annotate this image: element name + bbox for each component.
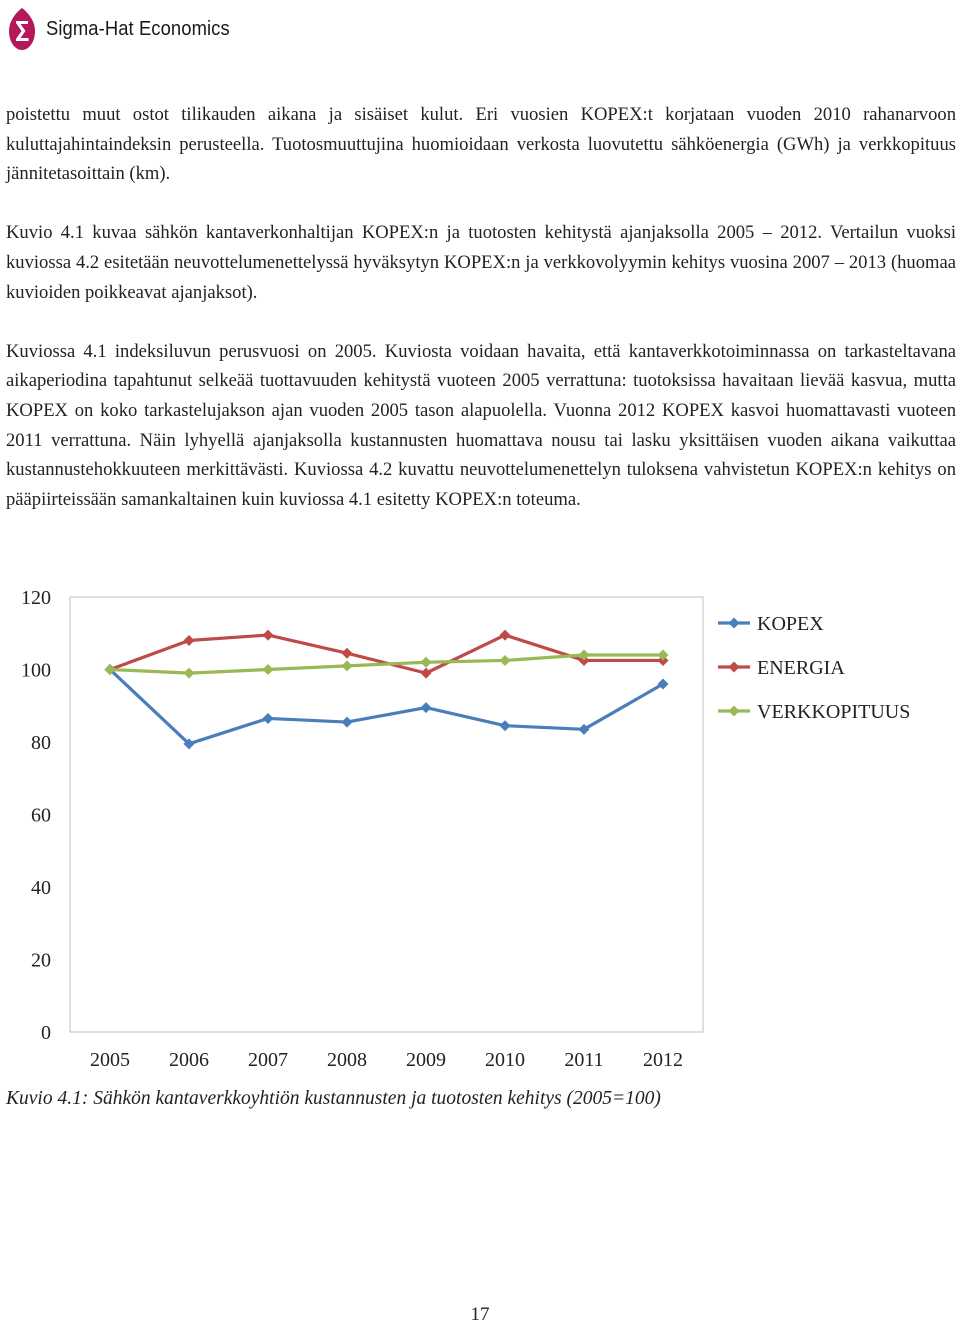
legend-item: VERKKOPITUUS: [718, 701, 910, 723]
data-point: [499, 654, 511, 666]
data-point: [183, 738, 195, 750]
y-tick-label: 100: [21, 660, 51, 682]
page-header: Sigma-Hat Economics: [6, 6, 246, 52]
brand-name: Sigma-Hat Economics: [46, 17, 230, 40]
plot-frame: [69, 596, 704, 1033]
legend-marker: [728, 661, 740, 673]
y-tick-label: 20: [31, 950, 51, 972]
series-layer: [104, 629, 669, 750]
y-tick-label: 80: [31, 732, 51, 754]
data-point: [262, 629, 274, 641]
data-point: [341, 647, 353, 659]
data-point: [104, 664, 116, 675]
legend-label: KOPEX: [757, 613, 824, 635]
x-tick-label: 2010: [485, 1049, 525, 1071]
x-tick-label: 2007: [248, 1049, 288, 1071]
series-line: [108, 668, 664, 746]
data-point: [578, 723, 590, 735]
sigma-logo-icon: [9, 8, 35, 50]
data-point: [657, 678, 669, 690]
x-tick-label: 2012: [643, 1049, 683, 1071]
legend-label: ENERGIA: [757, 657, 845, 679]
data-point: [420, 656, 432, 668]
y-axis: 0 20 40 60 80 100 120: [21, 587, 51, 1044]
series-kopex: [104, 664, 669, 750]
y-tick-label: 40: [31, 877, 51, 899]
x-axis: 2005 2006 2007 2008 2009 2010 2011 2012: [90, 1049, 683, 1071]
legend-item: ENERGIA: [718, 657, 845, 679]
legend-marker: [728, 617, 740, 629]
legend-label: VERKKOPITUUS: [757, 701, 910, 723]
x-tick-label: 2006: [169, 1049, 209, 1071]
data-point: [262, 712, 274, 724]
data-point: [183, 635, 195, 646]
x-tick-label: 2005: [90, 1049, 130, 1071]
x-tick-label: 2011: [564, 1049, 603, 1071]
page-number: 17: [470, 1304, 490, 1325]
figure-caption: Kuvio 4.1: Sähkön kantaverkkoyhtiön kust…: [6, 1088, 661, 1109]
paragraph: Kuviossa 4.1 indeksiluvun perusvuosi on …: [6, 340, 956, 510]
x-tick-label: 2008: [327, 1049, 367, 1071]
legend: KOPEX ENERGIA VERKKOPITUUS: [718, 613, 910, 723]
data-point: [262, 664, 274, 675]
legend-marker: [728, 705, 740, 717]
data-point: [499, 629, 511, 641]
line-chart: 0 20 40 60 80 100 120 2005 2006 2007 2008 2009 2010…: [21, 587, 910, 1071]
x-tick-label: 2009: [406, 1049, 446, 1071]
data-point: [578, 649, 590, 661]
series-line: [109, 653, 663, 675]
paragraph: poistettu muut ostot tilikauden aikana j…: [6, 104, 956, 185]
data-point: [341, 660, 353, 672]
data-point: [341, 716, 353, 728]
data-point: [499, 720, 511, 732]
body-text: poistettu muut ostot tilikauden aikana j…: [6, 100, 956, 544]
data-point: [420, 702, 432, 714]
y-tick-label: 0: [41, 1022, 51, 1044]
y-tick-label: 120: [21, 587, 51, 609]
data-point: [420, 667, 432, 679]
data-point: [183, 667, 195, 679]
data-point: [657, 649, 669, 661]
paragraph: Kuvio 4.1 kuvaa sähkön kantaverkonhaltij…: [6, 222, 956, 303]
legend-item: KOPEX: [718, 613, 824, 635]
y-tick-label: 60: [31, 805, 51, 827]
series-verkkopituus: [104, 649, 669, 679]
